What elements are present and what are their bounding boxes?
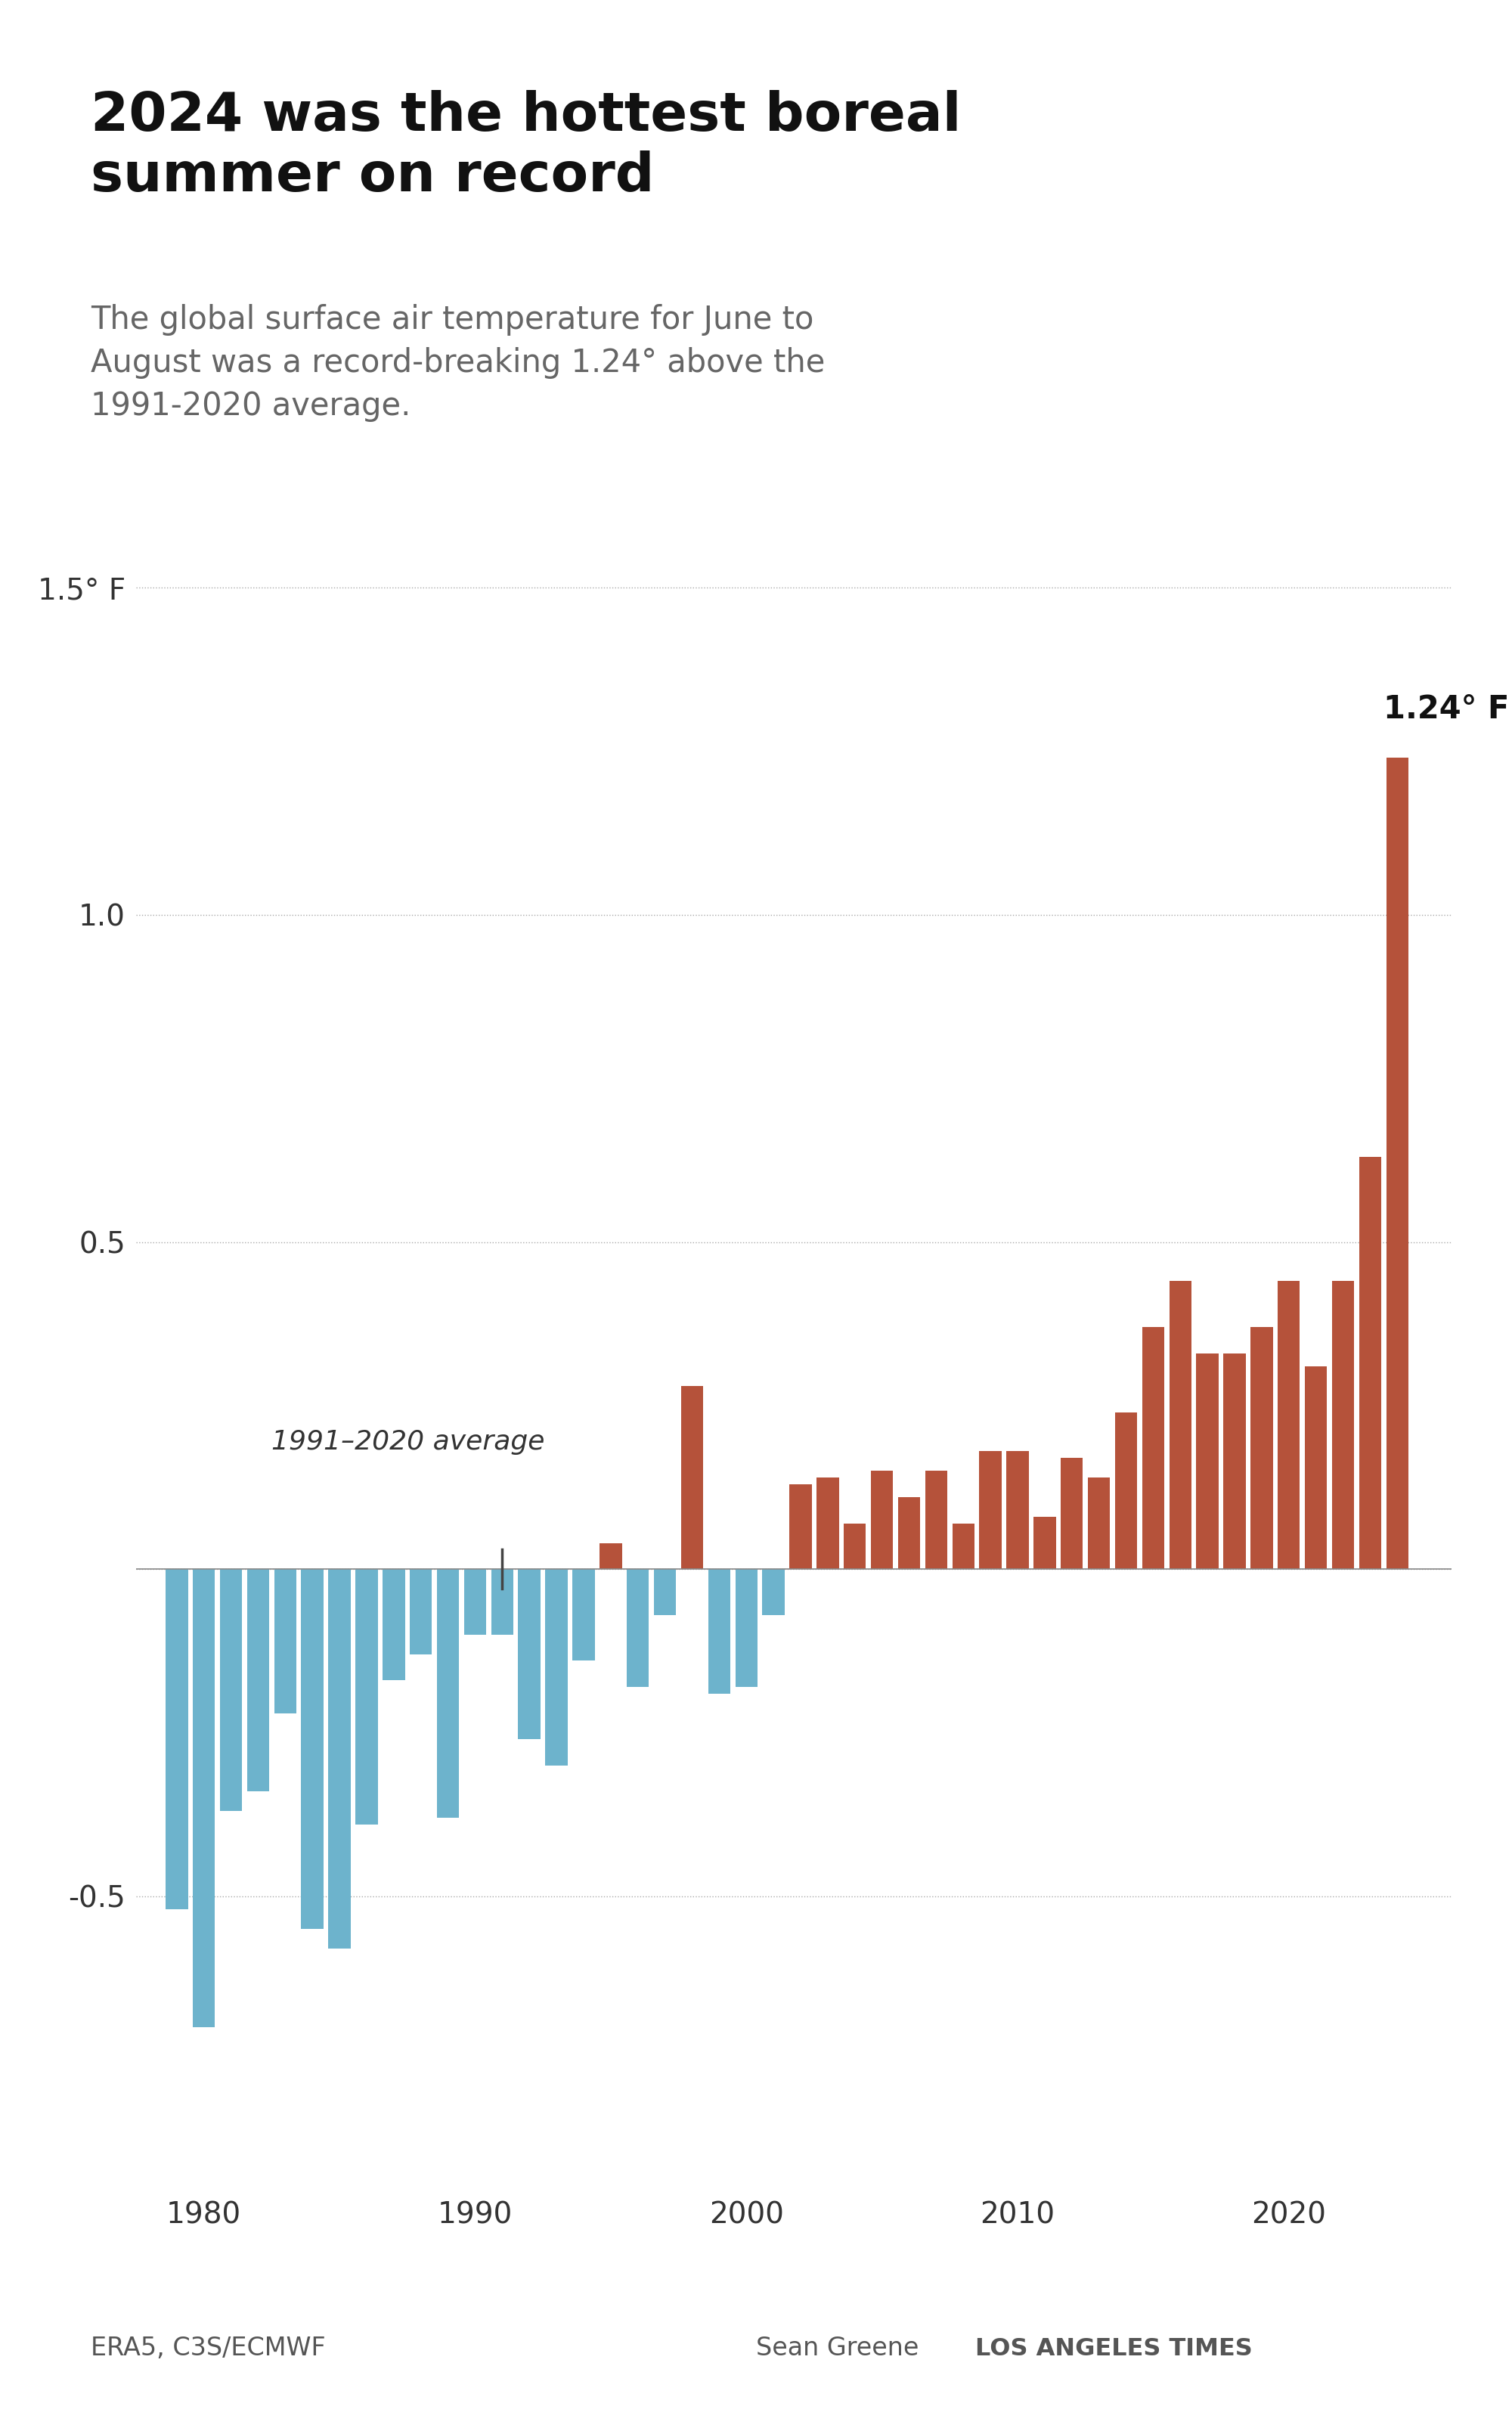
- Bar: [735, 1570, 758, 1687]
- Bar: [789, 1485, 812, 1570]
- Bar: [437, 1570, 460, 1818]
- Bar: [844, 1524, 866, 1570]
- Bar: [898, 1497, 921, 1570]
- Bar: [1332, 1280, 1355, 1570]
- Bar: [219, 1570, 242, 1811]
- Bar: [653, 1570, 676, 1614]
- Bar: [871, 1470, 894, 1570]
- Bar: [980, 1451, 1001, 1570]
- Bar: [1007, 1451, 1028, 1570]
- Bar: [816, 1477, 839, 1570]
- Text: 2024 was the hottest boreal
summer on record: 2024 was the hottest boreal summer on re…: [91, 90, 962, 202]
- Bar: [1061, 1458, 1083, 1570]
- Text: Sean Greene: Sean Greene: [756, 2337, 919, 2361]
- Bar: [573, 1570, 594, 1660]
- Bar: [355, 1570, 378, 1823]
- Bar: [1250, 1327, 1273, 1570]
- Bar: [410, 1570, 432, 1655]
- Bar: [1223, 1353, 1246, 1570]
- Text: ERA5, C3S/ECMWF: ERA5, C3S/ECMWF: [91, 2337, 325, 2361]
- Bar: [762, 1570, 785, 1614]
- Text: The global surface air temperature for June to
August was a record-breaking 1.24: The global surface air temperature for J…: [91, 304, 826, 421]
- Bar: [708, 1570, 730, 1694]
- Bar: [246, 1570, 269, 1791]
- Bar: [953, 1524, 974, 1570]
- Bar: [491, 1570, 514, 1636]
- Bar: [1278, 1280, 1300, 1570]
- Bar: [301, 1570, 324, 1928]
- Bar: [519, 1570, 540, 1740]
- Bar: [1034, 1516, 1055, 1570]
- Bar: [627, 1570, 649, 1687]
- Bar: [925, 1470, 948, 1570]
- Bar: [383, 1570, 405, 1679]
- Bar: [1387, 757, 1408, 1570]
- Bar: [328, 1570, 351, 1950]
- Bar: [1169, 1280, 1191, 1570]
- Bar: [600, 1543, 621, 1570]
- Text: LOS ANGELES TIMES: LOS ANGELES TIMES: [975, 2337, 1252, 2361]
- Bar: [274, 1570, 296, 1714]
- Bar: [546, 1570, 567, 1765]
- Text: 1991–2020 average: 1991–2020 average: [272, 1429, 544, 1456]
- Bar: [1359, 1156, 1382, 1570]
- Bar: [1087, 1477, 1110, 1570]
- Bar: [166, 1570, 187, 1908]
- Bar: [1196, 1353, 1219, 1570]
- Bar: [1114, 1412, 1137, 1570]
- Bar: [1305, 1365, 1328, 1570]
- Bar: [1142, 1327, 1164, 1570]
- Bar: [680, 1385, 703, 1570]
- Bar: [464, 1570, 487, 1636]
- Bar: [192, 1570, 215, 2028]
- Text: 1.24° F: 1.24° F: [1383, 694, 1509, 725]
